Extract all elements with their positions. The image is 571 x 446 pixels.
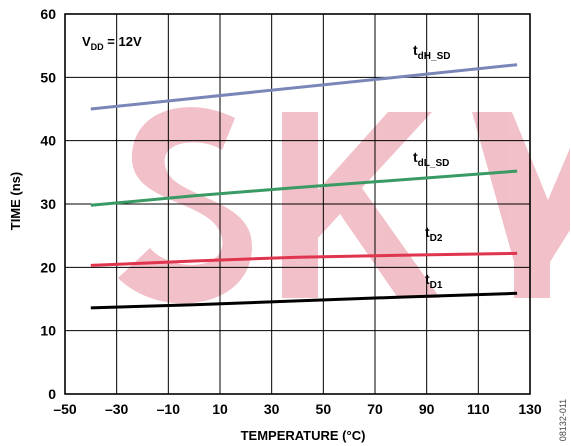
plot-frame: [64, 13, 531, 395]
x-tick-label: 10: [212, 401, 228, 417]
y-axis-title: TIME (ns): [8, 172, 23, 231]
x-tick-label: –50: [53, 401, 77, 417]
watermark: [118, 107, 570, 304]
y-tick-label: 20: [40, 259, 56, 275]
x-tick-label: 50: [316, 401, 332, 417]
y-tick-label: 60: [40, 6, 56, 22]
series-layer: [90, 63, 518, 310]
x-tick-label: –10: [157, 401, 181, 417]
figure-code: 08132-011: [558, 399, 568, 441]
y-tick-labels: 0 10 20 30 40 50 60: [40, 6, 56, 402]
y-tick-label: 30: [40, 196, 56, 212]
x-tick-label: 70: [367, 401, 383, 417]
series-label-tdl-sd: tdL_SD: [413, 149, 449, 169]
x-tick-label: 90: [419, 401, 435, 417]
y-tick-label: 10: [40, 323, 56, 339]
x-axis-title: TEMPERATURE (°C): [241, 428, 366, 443]
x-tick-label: 130: [518, 401, 542, 417]
series-label-tdh-sd: tdH_SD: [413, 42, 450, 62]
series-line-tdl-sd: [90, 169, 518, 207]
x-tick-label: –30: [105, 401, 129, 417]
series-line-tdh-sd: [90, 63, 518, 111]
vdd-annotation: VDD = 12V: [82, 34, 142, 52]
y-tick-label: 40: [40, 133, 56, 149]
x-tick-label: 110: [467, 401, 490, 417]
x-tick-label: 30: [264, 401, 280, 417]
series-line-td1: [90, 291, 518, 310]
x-tick-labels: –50 –30 –10 10 30 50 70 90 110 130: [53, 401, 542, 417]
series-label-td1: tD1: [425, 271, 443, 291]
y-tick-label: 50: [40, 69, 56, 85]
y-tick-label: 0: [48, 386, 56, 402]
series-line-td2: [90, 251, 518, 267]
series-label-td2: tD2: [425, 224, 443, 244]
